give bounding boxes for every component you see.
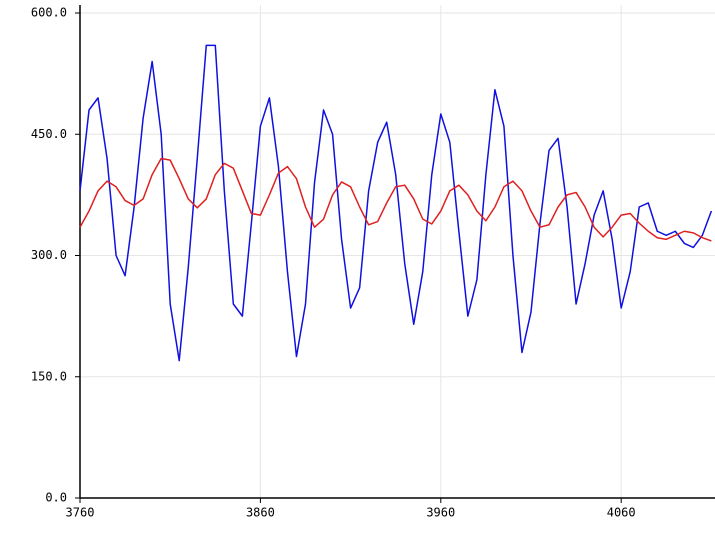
y-tick-label: 300.0 [31,248,67,262]
x-tick-label: 3960 [426,506,455,520]
y-tick-label: 600.0 [31,6,67,20]
y-tick-label: 450.0 [31,127,67,141]
data-line [79,44,713,362]
x-tick-label: 4060 [607,506,636,520]
y-tick-label: 150.0 [31,369,67,383]
y-tick-label: 0.0 [45,491,67,505]
data-line [79,157,712,242]
x-tick-label: 3860 [246,506,275,520]
x-tick-label: 3760 [66,506,95,520]
